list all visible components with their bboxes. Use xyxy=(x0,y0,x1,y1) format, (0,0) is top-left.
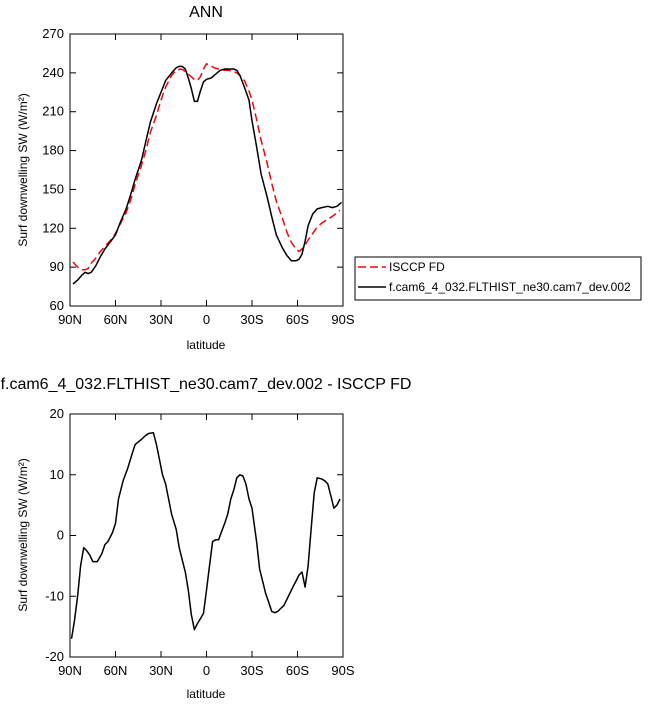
bottom-y-tick-label: -10 xyxy=(45,588,64,603)
top-x-tick-label: 60S xyxy=(286,312,309,327)
top-y-tick-label: 90 xyxy=(50,259,64,274)
top-x-tick-label: 90N xyxy=(58,312,82,327)
bottom-y-tick-label: -20 xyxy=(45,649,64,664)
top-y-tick-label: 60 xyxy=(50,298,64,313)
top-y-axis: 60 90 120 150 180 210 240 270 xyxy=(42,26,343,313)
bottom-x-tick-label: 60N xyxy=(104,663,128,678)
top-x-axis-label: latitude xyxy=(187,338,226,352)
top-x-tick-label: 60N xyxy=(104,312,128,327)
legend-label-isccp: ISCCP FD xyxy=(389,260,445,274)
top-y-axis-label: Surf downwelling SW (W/m²) xyxy=(16,93,30,246)
bottom-x-tick-label: 30N xyxy=(149,663,173,678)
bottom-y-tick-label: 20 xyxy=(50,406,64,421)
top-x-tick-label: 0 xyxy=(203,312,210,327)
bottom-x-tick-label: 30S xyxy=(240,663,263,678)
top-x-tick-label: 30S xyxy=(240,312,263,327)
legend: ISCCP FD f.cam6_4_032.FLTHIST_ne30.cam7_… xyxy=(354,256,642,301)
bottom-x-tick-label: 90N xyxy=(58,663,82,678)
top-y-tick-label: 120 xyxy=(42,220,64,235)
top-chart-panel: ANN 90N 60N 30N 0 30S 60S 90S 60 90 120 150 180 210… xyxy=(16,4,642,352)
top-y-tick-label: 270 xyxy=(42,26,64,41)
top-chart-title: ANN xyxy=(189,4,223,21)
top-x-tick-label: 30N xyxy=(149,312,173,327)
top-y-tick-label: 150 xyxy=(42,181,64,196)
top-x-tick-label: 90S xyxy=(331,312,354,327)
legend-box xyxy=(354,256,642,301)
top-y-tick-label: 240 xyxy=(42,65,64,80)
legend-label-model: f.cam6_4_032.FLTHIST_ne30.cam7_dev.002 xyxy=(389,280,631,294)
bottom-x-tick-label: 60S xyxy=(286,663,309,678)
bottom-y-tick-label: 10 xyxy=(50,467,64,482)
bottom-x-tick-label: 0 xyxy=(203,663,210,678)
bottom-plot-area xyxy=(70,432,341,639)
bottom-x-tick-label: 90S xyxy=(331,663,354,678)
bottom-y-tick-label: 0 xyxy=(57,528,64,543)
top-y-tick-label: 180 xyxy=(42,143,64,158)
bottom-y-axis-label: Surf downwelling SW (W/m²) xyxy=(16,458,30,611)
bottom-chart-panel: f.cam6_4_032.FLTHIST_ne30.cam7_dev.002 -… xyxy=(1,376,412,701)
top-plot-frame xyxy=(69,33,344,307)
bottom-x-axis-label: latitude xyxy=(187,687,226,701)
bottom-y-axis: -20 -10 0 10 20 xyxy=(45,406,343,664)
bottom-x-axis: 90N 60N 30N 0 30S 60S 90S xyxy=(58,414,355,678)
top-series-line-1 xyxy=(72,65,342,285)
top-y-tick-label: 210 xyxy=(42,104,64,119)
bottom-chart-title: f.cam6_4_032.FLTHIST_ne30.cam7_dev.002 -… xyxy=(1,376,412,393)
top-plot-area xyxy=(72,63,342,285)
bottom-series-line-0 xyxy=(70,432,341,639)
top-x-axis: 90N 60N 30N 0 30S 60S 90S xyxy=(58,34,355,327)
